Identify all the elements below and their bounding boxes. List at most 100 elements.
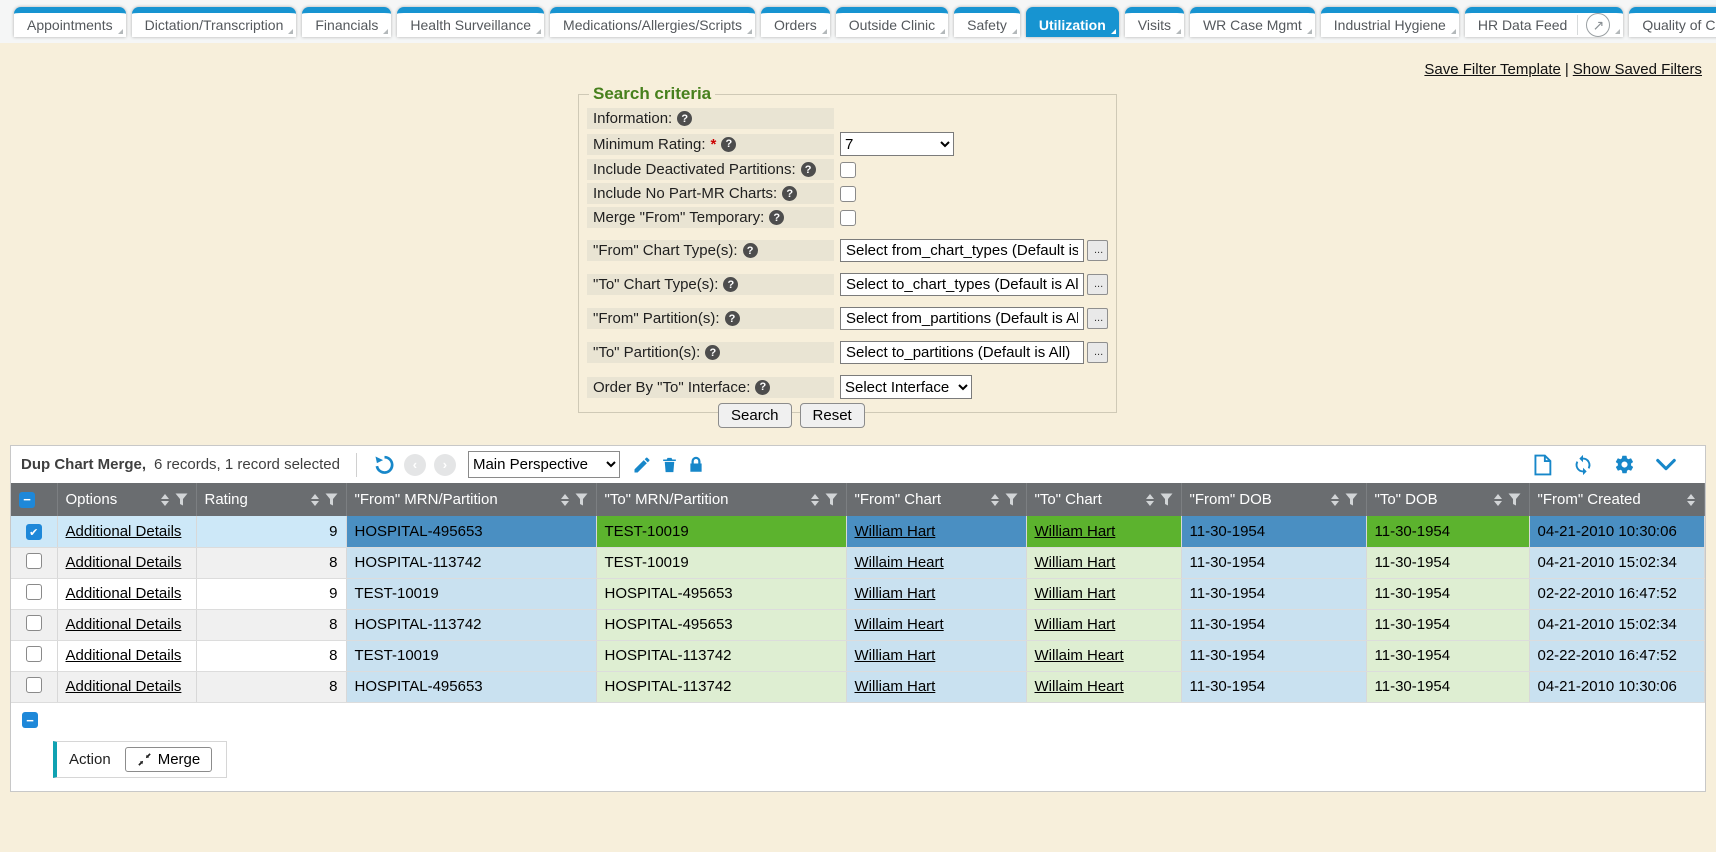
from-chart-types-label: "From" Chart Type(s):	[587, 240, 834, 261]
additional-details-link[interactable]: Additional Details	[65, 522, 182, 540]
save-filter-template-link[interactable]: Save Filter Template	[1424, 61, 1561, 78]
from-chart-link[interactable]: William Hart	[854, 585, 936, 602]
include-no-part-mr-charts-checkbox[interactable]	[840, 185, 856, 202]
collapse-selection-toggle[interactable]	[22, 712, 38, 728]
rating-cell: 8	[196, 547, 347, 579]
from-chart-link[interactable]: Willaim Heart	[854, 616, 944, 633]
column-header-to-mrn-partition[interactable]: "To" MRN/Partition	[596, 483, 847, 516]
sort-icon	[1145, 493, 1154, 506]
row-checkbox[interactable]	[25, 676, 42, 693]
help-icon[interactable]	[705, 345, 721, 360]
to-mrn-cell: TEST-10019	[596, 547, 847, 579]
help-icon[interactable]	[721, 136, 737, 152]
column-header-rating[interactable]: Rating	[196, 483, 347, 516]
help-icon[interactable]	[677, 111, 693, 126]
show-saved-filters-link[interactable]: Show Saved Filters	[1572, 61, 1702, 78]
to-chart-link[interactable]: William Hart	[1034, 585, 1116, 602]
undo-icon[interactable]	[373, 453, 396, 476]
settings-gear-icon[interactable]	[1614, 454, 1635, 475]
to-partitions-more-button[interactable]: ...	[1087, 342, 1108, 363]
merge-button[interactable]: Merge	[124, 746, 213, 772]
column-header-from-mrn-partition[interactable]: "From" MRN/Partition	[346, 483, 597, 516]
rating-cell: 9	[196, 578, 347, 610]
row-checkbox[interactable]	[25, 583, 42, 600]
from-chart-types-more-button[interactable]: ...	[1087, 240, 1108, 261]
prev-page-icon[interactable]: ‹	[403, 453, 426, 476]
tab-appointments[interactable]: Appointments	[14, 7, 126, 37]
next-page-icon[interactable]: ›	[433, 453, 456, 476]
from-partitions-picker[interactable]	[840, 307, 1084, 330]
column-header-from-created[interactable]: "From" Created	[1529, 483, 1705, 516]
new-document-icon[interactable]	[1533, 454, 1552, 476]
row-checkbox[interactable]	[25, 645, 42, 662]
column-header-from-chart[interactable]: "From" Chart	[846, 483, 1027, 516]
search-button[interactable]: Search	[718, 403, 792, 428]
to-chart-link[interactable]: William Hart	[1034, 522, 1116, 540]
additional-details-link[interactable]: Additional Details	[65, 647, 182, 664]
tab-hr-data-feed[interactable]: HR Data Feed ↗	[1464, 7, 1624, 37]
minimum-rating-select[interactable]: 7	[840, 132, 954, 156]
help-icon[interactable]	[769, 210, 785, 225]
help-icon[interactable]	[723, 277, 739, 292]
tab-orders[interactable]: Orders	[761, 7, 830, 37]
column-header-from-dob[interactable]: "From" DOB	[1181, 483, 1367, 516]
additional-details-link[interactable]: Additional Details	[65, 585, 182, 602]
to-chart-link[interactable]: William Hart	[1034, 554, 1116, 571]
to-chart-link[interactable]: Willaim Heart	[1034, 647, 1124, 664]
from-chart-link[interactable]: Willaim Heart	[854, 554, 944, 571]
order-by-to-interface-select[interactable]: Select Interface	[840, 375, 972, 399]
help-icon[interactable]	[724, 311, 740, 326]
tab-safety[interactable]: Safety	[954, 7, 1020, 37]
to-chart-link[interactable]: Willaim Heart	[1034, 678, 1124, 695]
detach-arrow-icon[interactable]: ↗	[1586, 13, 1611, 37]
table-footer	[11, 703, 1705, 730]
to-chart-types-more-button[interactable]: ...	[1087, 274, 1108, 295]
tab-label: Quality of Care	[1642, 17, 1716, 33]
include-deactivated-partitions-checkbox[interactable]	[840, 161, 856, 178]
tab-financials[interactable]: Financials	[302, 7, 392, 37]
to-chart-types-picker[interactable]	[840, 273, 1084, 296]
additional-details-link[interactable]: Additional Details	[65, 678, 182, 695]
tab-industrial-hygiene[interactable]: Industrial Hygiene	[1320, 7, 1459, 37]
perspective-select[interactable]: Main Perspective	[467, 451, 620, 478]
row-checkbox[interactable]	[25, 524, 42, 540]
column-header-options[interactable]: Options	[57, 483, 197, 516]
edit-pencil-icon[interactable]	[632, 455, 652, 475]
from-chart-types-picker[interactable]	[840, 239, 1084, 262]
tab-label: Medications/Allergies/Scripts	[563, 17, 742, 33]
lock-icon[interactable]	[687, 455, 705, 475]
to-partitions-picker[interactable]	[840, 341, 1084, 364]
collapse-chevron-down-icon[interactable]	[1655, 457, 1677, 473]
tab-visits[interactable]: Visits	[1124, 7, 1184, 37]
tab-dictation-transcription[interactable]: Dictation/Transcription	[131, 7, 297, 37]
from-partitions-more-button[interactable]: ...	[1087, 308, 1108, 329]
column-header-to-chart[interactable]: "To" Chart	[1026, 483, 1182, 516]
from-dob-cell: 11-30-1954	[1181, 578, 1367, 610]
additional-details-link[interactable]: Additional Details	[65, 554, 182, 571]
help-icon[interactable]	[742, 243, 758, 258]
tab-health-surveillance[interactable]: Health Surveillance	[397, 7, 545, 37]
tab-wr-case-mgmt[interactable]: WR Case Mgmt	[1189, 7, 1315, 37]
help-icon[interactable]	[755, 379, 771, 395]
tab-quality-of-care[interactable]: Quality of Care	[1629, 7, 1716, 37]
tab-label: Utilization	[1038, 17, 1106, 33]
reset-button[interactable]: Reset	[799, 403, 865, 428]
column-header-to-dob[interactable]: "To" DOB	[1366, 483, 1530, 516]
help-icon[interactable]	[800, 162, 816, 177]
from-chart-link[interactable]: William Hart	[854, 678, 936, 695]
help-icon[interactable]	[782, 186, 798, 201]
additional-details-link[interactable]: Additional Details	[65, 616, 182, 633]
delete-trash-icon[interactable]	[660, 455, 679, 475]
from-chart-link[interactable]: William Hart	[854, 522, 936, 540]
row-checkbox[interactable]	[25, 614, 42, 631]
refresh-icon[interactable]	[1572, 454, 1594, 476]
to-chart-link[interactable]: William Hart	[1034, 616, 1116, 633]
row-checkbox[interactable]	[25, 552, 42, 569]
from-chart-link[interactable]: William Hart	[854, 647, 936, 664]
select-all-toggle[interactable]	[19, 491, 35, 508]
tab-outside-clinic[interactable]: Outside Clinic	[835, 7, 949, 37]
tab-utilization-active[interactable]: Utilization	[1025, 7, 1119, 37]
tab-medications-allergies-scripts[interactable]: Medications/Allergies/Scripts	[550, 7, 755, 37]
filter-funnel-icon	[825, 493, 837, 506]
merge-from-temporary-checkbox[interactable]	[840, 209, 856, 226]
